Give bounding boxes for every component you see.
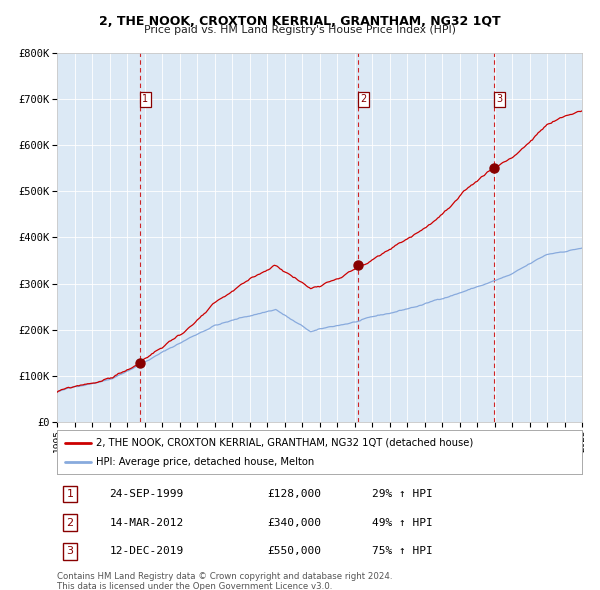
Text: 1: 1 [67, 489, 74, 499]
Text: 3: 3 [67, 546, 74, 556]
Text: 3: 3 [496, 94, 502, 104]
Text: 24-SEP-1999: 24-SEP-1999 [110, 489, 184, 499]
Text: Price paid vs. HM Land Registry's House Price Index (HPI): Price paid vs. HM Land Registry's House … [144, 25, 456, 35]
Text: This data is licensed under the Open Government Licence v3.0.: This data is licensed under the Open Gov… [57, 582, 332, 590]
Text: 2: 2 [361, 94, 367, 104]
Text: 1: 1 [142, 94, 149, 104]
Text: 2, THE NOOK, CROXTON KERRIAL, GRANTHAM, NG32 1QT (detached house): 2, THE NOOK, CROXTON KERRIAL, GRANTHAM, … [97, 438, 473, 447]
Text: 2, THE NOOK, CROXTON KERRIAL, GRANTHAM, NG32 1QT: 2, THE NOOK, CROXTON KERRIAL, GRANTHAM, … [99, 15, 501, 28]
Text: £340,000: £340,000 [267, 518, 321, 527]
Text: 2: 2 [67, 518, 74, 527]
Text: £128,000: £128,000 [267, 489, 321, 499]
Text: Contains HM Land Registry data © Crown copyright and database right 2024.: Contains HM Land Registry data © Crown c… [57, 572, 392, 581]
Text: 75% ↑ HPI: 75% ↑ HPI [372, 546, 433, 556]
Text: HPI: Average price, detached house, Melton: HPI: Average price, detached house, Melt… [97, 457, 314, 467]
Text: 14-MAR-2012: 14-MAR-2012 [110, 518, 184, 527]
Text: 29% ↑ HPI: 29% ↑ HPI [372, 489, 433, 499]
Text: 12-DEC-2019: 12-DEC-2019 [110, 546, 184, 556]
Text: 49% ↑ HPI: 49% ↑ HPI [372, 518, 433, 527]
Text: £550,000: £550,000 [267, 546, 321, 556]
